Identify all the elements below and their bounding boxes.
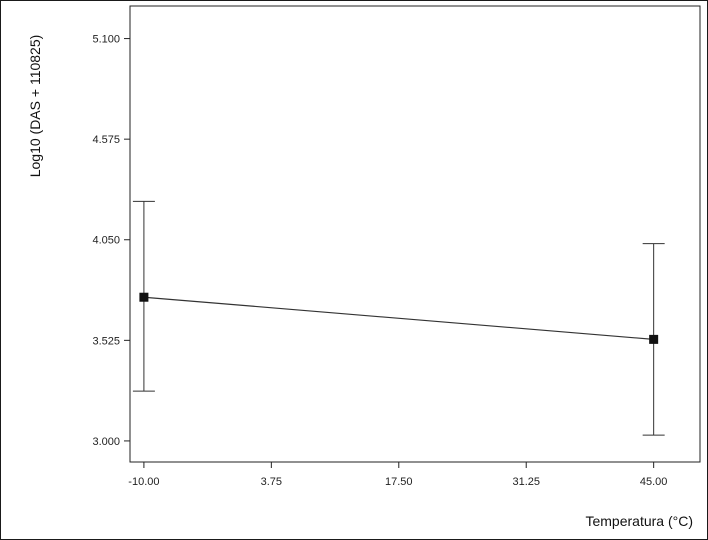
x-tick-label: 45.00 (640, 476, 668, 488)
plot-area (129, 5, 701, 463)
x-tick-label: 17.50 (385, 476, 413, 488)
series-line (143, 296, 654, 340)
data-point (139, 292, 149, 302)
x-tick-label: -10.00 (128, 476, 159, 488)
x-tick-label: 31.25 (512, 476, 540, 488)
y-tick-label: 3.000 (92, 436, 120, 448)
x-axis-label: Temperatura (°C) (585, 513, 693, 529)
x-axis: -10.00 3.75 17.50 31.25 45.00 (128, 462, 667, 488)
y-tick-label: 4.050 (92, 235, 120, 247)
y-tick-label: 5.100 (92, 34, 120, 46)
y-tick-label: 3.525 (92, 335, 120, 347)
y-axis-label: Log10 (DAS + 110825) (27, 35, 43, 178)
data-point (649, 334, 659, 344)
y-tick-label: 4.575 (92, 134, 120, 146)
series (132, 200, 665, 436)
y-axis: 5.100 4.575 4.050 3.525 3.000 (92, 34, 130, 448)
x-tick-label: 3.75 (261, 476, 282, 488)
